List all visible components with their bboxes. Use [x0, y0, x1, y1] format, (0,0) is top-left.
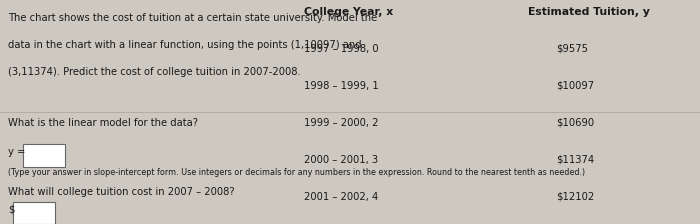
Text: Estimated Tuition, y: Estimated Tuition, y [528, 7, 650, 17]
Text: 2001 – 2002, 4: 2001 – 2002, 4 [304, 192, 379, 202]
Text: 1999 – 2000, 2: 1999 – 2000, 2 [304, 118, 379, 128]
Text: $11374: $11374 [556, 155, 594, 165]
Text: $: $ [8, 205, 15, 215]
Text: What is the linear model for the data?: What is the linear model for the data? [8, 118, 198, 128]
FancyBboxPatch shape [13, 202, 55, 224]
Text: 1997 – 1998, 0: 1997 – 1998, 0 [304, 44, 379, 54]
Text: College Year, x: College Year, x [304, 7, 393, 17]
Text: What will college tuition cost in 2007 – 2008?: What will college tuition cost in 2007 –… [8, 187, 235, 197]
Text: $10690: $10690 [556, 118, 594, 128]
Text: $9575: $9575 [556, 44, 589, 54]
Text: y =: y = [8, 147, 26, 157]
Text: data in the chart with a linear function, using the points (1,10097) and: data in the chart with a linear function… [8, 40, 362, 50]
Text: (3,11374). Predict the cost of college tuition in 2007-2008.: (3,11374). Predict the cost of college t… [8, 67, 301, 77]
Text: 1998 – 1999, 1: 1998 – 1999, 1 [304, 81, 379, 91]
Text: $12102: $12102 [556, 192, 595, 202]
Text: (Type your answer in slope-intercept form. Use integers or decimals for any numb: (Type your answer in slope-intercept for… [8, 168, 585, 177]
Text: 2000 – 2001, 3: 2000 – 2001, 3 [304, 155, 379, 165]
FancyBboxPatch shape [23, 144, 65, 167]
Text: $10097: $10097 [556, 81, 594, 91]
Text: The chart shows the cost of tuition at a certain state university. Model the: The chart shows the cost of tuition at a… [8, 13, 378, 24]
